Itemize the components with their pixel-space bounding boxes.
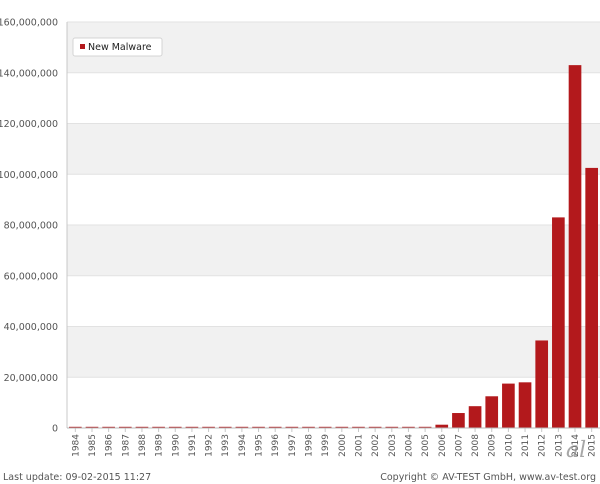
grid-band bbox=[67, 326, 600, 378]
bar-1998[interactable] bbox=[302, 426, 315, 428]
bar-1993[interactable] bbox=[218, 426, 232, 428]
bar-1986[interactable] bbox=[102, 426, 115, 428]
legend-box bbox=[72, 37, 163, 57]
grid-band bbox=[67, 275, 600, 327]
grid-band bbox=[67, 225, 600, 276]
x-tick-label: 2012 bbox=[538, 434, 548, 457]
y-tick-label: 0 bbox=[52, 424, 58, 435]
x-tick-label: 1995 bbox=[255, 434, 265, 457]
legend-label: New Malware bbox=[88, 42, 152, 53]
x-tick-label: 2005 bbox=[421, 434, 431, 457]
bar-2004[interactable] bbox=[402, 426, 415, 428]
y-tick-label: 60,000,000 bbox=[4, 271, 58, 282]
x-axis: 1984 1985 1986 1987 1988 1989 1990 1991 1992 1993… bbox=[67, 427, 600, 457]
x-tick-label: 2007 bbox=[454, 434, 464, 457]
x-tick-label: 2008 bbox=[471, 434, 481, 457]
bar-1994[interactable] bbox=[235, 426, 249, 428]
bar-1987[interactable] bbox=[118, 426, 132, 428]
copyright-text: Copyright © AV-TEST GmbH, www.av-test.or… bbox=[380, 472, 596, 483]
x-tick-label: 1986 bbox=[105, 434, 115, 457]
grid-band bbox=[67, 174, 600, 225]
x-tick-label: 2014 bbox=[571, 434, 581, 457]
x-tick-label: 1993 bbox=[221, 434, 231, 457]
legend-swatch bbox=[80, 44, 85, 49]
x-tick-label: 1984 bbox=[71, 434, 81, 457]
x-tick-label: 2013 bbox=[554, 434, 564, 457]
bar-1985[interactable] bbox=[85, 426, 99, 428]
x-tick-label: 1988 bbox=[138, 434, 148, 457]
bar-1992[interactable] bbox=[202, 426, 215, 428]
legend[interactable]: New Malware bbox=[72, 37, 163, 57]
x-tick-label: 2003 bbox=[388, 434, 398, 457]
bar-1999[interactable] bbox=[318, 426, 332, 428]
x-tick-label: 2002 bbox=[371, 434, 381, 457]
x-tick-label: 2006 bbox=[438, 434, 448, 457]
bar-1984[interactable] bbox=[68, 426, 82, 428]
bar-1995[interactable] bbox=[252, 426, 265, 428]
x-tick-label: 1996 bbox=[271, 434, 281, 457]
grid-bands bbox=[67, 22, 600, 428]
bar-2006[interactable] bbox=[435, 424, 449, 428]
x-tick-label: 1990 bbox=[171, 434, 181, 457]
bar-2014[interactable] bbox=[568, 65, 582, 428]
grid-band bbox=[67, 72, 600, 124]
bar-1991[interactable] bbox=[185, 426, 199, 428]
bar-2005[interactable] bbox=[418, 426, 432, 428]
x-tick-label: 2011 bbox=[521, 434, 531, 457]
bar-2002[interactable] bbox=[368, 426, 382, 428]
last-update-text: Last update: 09-02-2015 11:27 bbox=[3, 472, 152, 483]
bar-2000[interactable] bbox=[335, 426, 349, 428]
bar-1989[interactable] bbox=[152, 426, 165, 428]
x-tick-label: 1987 bbox=[121, 434, 131, 457]
bar-2008[interactable] bbox=[468, 406, 482, 428]
bar-2009[interactable] bbox=[485, 396, 499, 428]
bar-2012[interactable] bbox=[535, 340, 549, 428]
x-tick-label: 1989 bbox=[155, 434, 165, 457]
x-tick-label: 2001 bbox=[354, 434, 364, 457]
bar-2007[interactable] bbox=[452, 413, 465, 428]
x-tick-label: 1997 bbox=[288, 434, 298, 457]
y-tick-label: 40,000,000 bbox=[4, 322, 58, 333]
y-tick-label: 140,000,000 bbox=[0, 68, 58, 79]
y-tick-label: 120,000,000 bbox=[0, 119, 58, 130]
x-tick-label: 1994 bbox=[238, 434, 248, 457]
x-tick-label: 2004 bbox=[404, 434, 414, 457]
bar-2015[interactable] bbox=[585, 167, 599, 428]
y-tick-label: 100,000,000 bbox=[0, 170, 58, 181]
x-tick-label: 2010 bbox=[504, 434, 514, 457]
y-tick-label: 160,000,000 bbox=[0, 18, 58, 29]
x-tick-label: 1991 bbox=[188, 434, 198, 457]
publisher-watermark: al bbox=[566, 438, 587, 463]
x-tick-label: 2000 bbox=[338, 434, 348, 457]
y-tick-label: 20,000,000 bbox=[4, 373, 58, 384]
bar-1996[interactable] bbox=[268, 426, 282, 428]
bar-2011[interactable] bbox=[518, 382, 532, 428]
bar-2001[interactable] bbox=[352, 426, 365, 428]
y-axis: 0 20,000,000 40,000,000 60,000,000 80,000,00… bbox=[0, 18, 68, 435]
bar-1997[interactable] bbox=[285, 426, 299, 428]
x-tick-label: 1998 bbox=[305, 434, 315, 457]
bar-1990[interactable] bbox=[168, 426, 182, 428]
x-tick-label: 1985 bbox=[88, 434, 98, 457]
x-tick-label: 1992 bbox=[205, 434, 215, 457]
x-tick-label: 2009 bbox=[488, 434, 498, 457]
bar-2013[interactable] bbox=[552, 217, 565, 428]
bar-2003[interactable] bbox=[385, 426, 399, 428]
malware-bar-chart: 0 20,000,000 40,000,000 60,000,000 80,000,00… bbox=[0, 18, 600, 457]
grid-band bbox=[67, 123, 600, 175]
bar-2010[interactable] bbox=[502, 383, 515, 428]
bars bbox=[68, 65, 599, 428]
x-tick-label: 1999 bbox=[321, 434, 331, 457]
bar-1988[interactable] bbox=[135, 426, 149, 428]
x-tick-label: 2015 bbox=[588, 434, 598, 457]
y-tick-label: 80,000,000 bbox=[4, 221, 58, 232]
